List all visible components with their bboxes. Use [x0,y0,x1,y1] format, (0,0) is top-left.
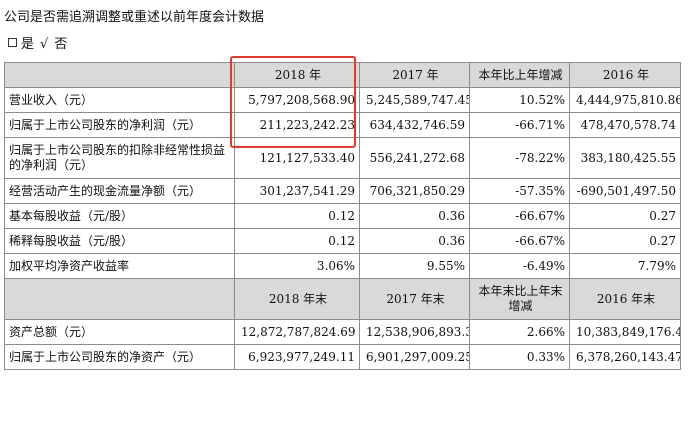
value-cell: 9.55% [359,253,470,279]
checkbox-yes [8,38,17,47]
table-row: 营业收入（元） 5,797,208,568.90 5,245,589,747.45 1… [4,87,681,113]
restatement-choice: 是 √ 否 [8,37,67,53]
table-row: 归属于上市公司股东的净资产（元） 6,923,977,249.11 6,901,29… [4,344,681,370]
value-cell: 556,241,272.68 [359,137,470,179]
value-cell: 12,538,906,893.37 [359,319,470,345]
value-cell: 2017 年末 [359,278,470,320]
value-cell: 0.12 [234,203,360,229]
table-row: 加权平均净资产收益率 3.06% 9.55% -6.49% 7.79% [4,253,681,279]
row-label-cell: 基本每股收益（元/股） [4,203,235,229]
financial-data-table: 2018 年 2017 年本年比上年增减 2016 年营业收入（元） 5,797,20… [4,62,681,370]
table-row: 归属于上市公司股东的扣除非经常性损益的净利润（元） 121,127,533.40 5… [4,137,681,179]
value-cell: 12,872,787,824.69 [234,319,360,345]
value-cell: -66.67% [469,203,570,229]
value-cell: -57.35% [469,178,570,204]
row-label-cell [4,62,235,88]
row-label-cell: 归属于上市公司股东的净资产（元） [4,344,235,370]
value-cell: -66.67% [469,228,570,254]
value-cell: -78.22% [469,137,570,179]
value-cell: 5,797,208,568.90 [234,87,360,113]
value-cell: 6,923,977,249.11 [234,344,360,370]
row-label-cell: 稀释每股收益（元/股） [4,228,235,254]
value-cell: -6.49% [469,253,570,279]
value-cell: 6,901,297,009.25 [359,344,470,370]
table-row: 基本每股收益（元/股） 0.12 0.36 -66.67% 0.27 [4,203,681,229]
no-label: 否 [54,37,68,52]
row-label-cell: 经营活动产生的现金流量净额（元） [4,178,235,204]
value-cell: 301,237,541.29 [234,178,360,204]
table-row: 资产总额（元） 12,872,787,824.69 12,538,906,893.3… [4,319,681,345]
section-heading: 公司是否需追溯调整或重述以前年度会计数据 [4,10,265,25]
value-cell: 0.33% [469,344,570,370]
value-cell: 0.36 [359,228,470,254]
header-row-year: 2018 年 2017 年本年比上年增减 2016 年 [4,62,681,88]
value-cell: 383,180,425.55 [569,137,681,179]
value-cell: 706,321,850.29 [359,178,470,204]
value-cell: 0.27 [569,228,681,254]
value-cell: -66.71% [469,112,570,138]
value-cell: 5,245,589,747.45 [359,87,470,113]
yes-label: 是 [21,37,35,52]
value-cell: 2.66% [469,319,570,345]
value-cell: 3.06% [234,253,360,279]
value-cell: 2018 年 [234,62,360,88]
value-cell: -690,501,497.50 [569,178,681,204]
header-row-year-end: 2018 年末 2017 年末 本年末比上年末增减 2016 年末 [4,278,681,320]
value-cell: 本年末比上年末增减 [469,278,570,320]
row-label-cell: 归属于上市公司股东的扣除非经常性损益的净利润（元） [4,137,235,179]
row-label-cell: 资产总额（元） [4,319,235,345]
table-row: 经营活动产生的现金流量净额（元） 301,237,541.29 706,321,85… [4,178,681,204]
value-cell: 6,378,260,143.47 [569,344,681,370]
value-cell: 2018 年末 [234,278,360,320]
row-label-cell: 加权平均净资产收益率 [4,253,235,279]
value-cell: 2017 年 [359,62,470,88]
value-cell: 0.27 [569,203,681,229]
value-cell: 2016 年 [569,62,681,88]
check-mark-icon: √ [40,37,49,52]
table-row: 稀释每股收益（元/股） 0.12 0.36 -66.67% 0.27 [4,228,681,254]
value-cell: 121,127,533.40 [234,137,360,179]
value-cell: 478,470,578.74 [569,112,681,138]
table-row: 归属于上市公司股东的净利润（元） 211,223,242.23 634,432,74… [4,112,681,138]
value-cell: 0.12 [234,228,360,254]
value-cell: 634,432,746.59 [359,112,470,138]
value-cell: 4,444,975,810.86 [569,87,681,113]
value-cell: 10,383,849,176.47 [569,319,681,345]
value-cell: 7.79% [569,253,681,279]
value-cell: 10.52% [469,87,570,113]
row-label-cell: 营业收入（元） [4,87,235,113]
value-cell: 本年比上年增减 [469,62,570,88]
value-cell: 211,223,242.23 [234,112,360,138]
row-label-cell: 归属于上市公司股东的净利润（元） [4,112,235,138]
value-cell: 2016 年末 [569,278,681,320]
row-label-cell [4,278,235,320]
value-cell: 0.36 [359,203,470,229]
